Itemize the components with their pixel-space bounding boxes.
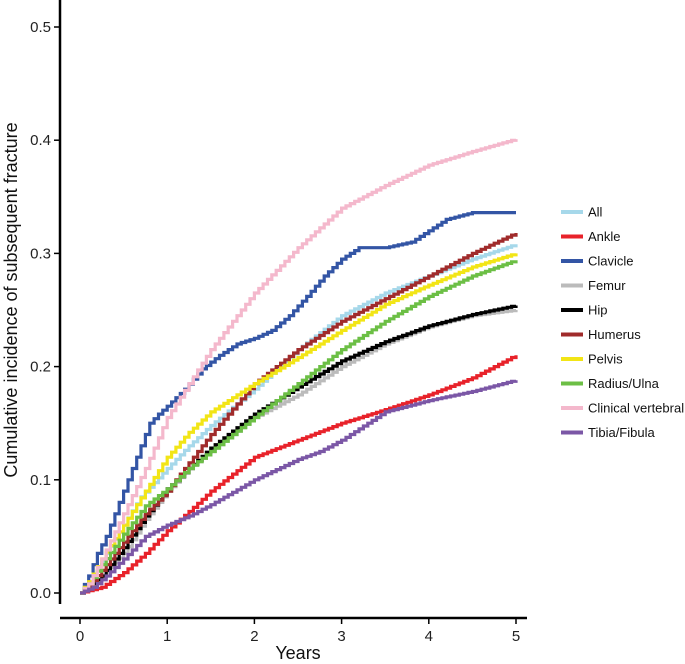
- y-axis-title: Cumulative incidence of subsequent fract…: [1, 122, 21, 477]
- y-tick-label: 0.4: [30, 132, 51, 149]
- series-line-tibia-fibula: [80, 379, 518, 595]
- y-tick-label: 0.1: [30, 472, 51, 489]
- series-line-radius-ulna: [80, 260, 518, 595]
- series-lines: [80, 138, 518, 595]
- x-tick-label: 2: [250, 628, 258, 645]
- x-tick-label: 4: [425, 628, 433, 645]
- y-tick-label: 0.0: [30, 585, 51, 602]
- x-tick-label: 5: [512, 628, 520, 645]
- y-tick-label: 0.5: [30, 19, 51, 36]
- x-tick-label: 1: [163, 628, 171, 645]
- legend-label-humerus: Humerus: [588, 327, 641, 342]
- legend-label-tibia-fibula: Tibia/Fibula: [588, 425, 655, 440]
- x-tick-label: 3: [337, 628, 345, 645]
- series-line-humerus: [80, 233, 518, 595]
- series-line-clinical-vertebral: [80, 138, 518, 595]
- legend-label-ankle: Ankle: [588, 229, 621, 244]
- legend-label-pelvis: Pelvis: [588, 352, 623, 367]
- y-tick-label: 0.3: [30, 245, 51, 262]
- y-tick-label: 0.2: [30, 359, 51, 376]
- axes: 0.0 0.1 0.2 0.3 0.4 0.5 0 1 2 3 4 5 Cumulative inc…: [1, 0, 527, 663]
- series-line-ankle: [80, 355, 518, 595]
- legend-label-all: All: [588, 205, 603, 220]
- legend-label-hip: Hip: [588, 303, 608, 318]
- legend-label-clinical-vertebral: Clinical vertebral: [588, 401, 684, 416]
- x-tick-label: 0: [76, 628, 84, 645]
- x-ticks: 0 1 2 3 4 5: [76, 618, 520, 645]
- legend-label-radius-ulna: Radius/Ulna: [588, 376, 660, 391]
- x-axis-title: Years: [275, 643, 320, 663]
- legend: All Ankle Clavicle Femur Hip Humerus Pelvis Rad…: [561, 205, 684, 440]
- legend-label-clavicle: Clavicle: [588, 254, 634, 269]
- y-ticks: 0.0 0.1 0.2 0.3 0.4 0.5: [30, 19, 60, 602]
- series-line-pelvis: [80, 253, 518, 595]
- legend-label-femur: Femur: [588, 278, 626, 293]
- series-line-clavicle: [80, 211, 516, 595]
